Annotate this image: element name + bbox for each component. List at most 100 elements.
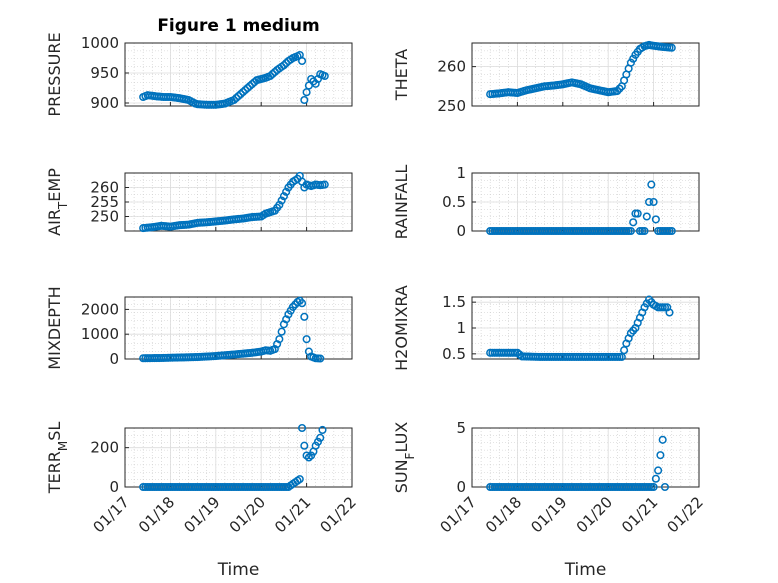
y-tick-label: 1 xyxy=(456,319,466,337)
y-axis-label-tail: EMP xyxy=(45,168,64,202)
x-axis-label-2: Time xyxy=(564,560,607,580)
x-tick-label: 01/18 xyxy=(482,493,525,536)
data-point xyxy=(654,466,663,475)
data-point xyxy=(298,56,307,66)
data-point xyxy=(277,196,286,205)
x-tick-label: 01/22 xyxy=(317,493,360,536)
data-point xyxy=(300,441,309,450)
y-axis-label-subscript: M xyxy=(56,441,70,451)
axes-border xyxy=(471,42,700,107)
y-axis-label: AIRTEMP xyxy=(45,168,70,236)
x-tick-label: 01/17 xyxy=(437,493,480,536)
data-point xyxy=(642,212,651,221)
subplot-1: 900 950 1000 PRESSURE Figure 1 medium xyxy=(45,16,353,117)
data-point xyxy=(647,180,656,189)
data-point xyxy=(658,435,667,444)
data-point xyxy=(651,474,660,483)
y-axis-label: RAINFALL xyxy=(392,165,411,240)
data-point xyxy=(633,209,642,218)
x-tick-label: 01/17 xyxy=(90,493,133,536)
axes-border xyxy=(124,296,353,360)
data-point xyxy=(243,83,252,93)
subplot-4: 0 0.5 1 RAINFALL xyxy=(392,164,700,240)
data-point xyxy=(229,95,239,105)
y-tick-label: 1.5 xyxy=(442,293,466,311)
y-tick-label: 0.5 xyxy=(442,193,466,211)
data-point xyxy=(236,89,245,99)
data-point xyxy=(300,312,309,321)
y-axis-label-main: SUN xyxy=(392,459,411,493)
y-tick-label: 260 xyxy=(437,58,466,76)
data-point xyxy=(645,197,654,207)
y-axis-label: SUNFLUX xyxy=(392,422,417,494)
y-axis-label-main: H2OMIXRA xyxy=(392,285,411,371)
data-point xyxy=(266,71,275,81)
data-point xyxy=(232,93,241,103)
data-point xyxy=(316,354,325,363)
data-point xyxy=(277,327,286,336)
y-tick-label: 2000 xyxy=(81,300,119,318)
data-point xyxy=(656,451,665,460)
data-point xyxy=(241,85,250,95)
data-point xyxy=(238,87,248,97)
y-tick-label: 1 xyxy=(456,164,466,182)
x-tick-label: 01/20 xyxy=(226,493,269,536)
data-point xyxy=(620,346,629,355)
data-point xyxy=(300,95,309,105)
chart-title: Figure 1 medium xyxy=(157,16,319,36)
subplot-5: 0 1000 2000 MIXDEPTH xyxy=(45,286,353,370)
data-point xyxy=(248,80,257,89)
data-point xyxy=(245,82,254,91)
y-tick-label: 255 xyxy=(90,193,119,211)
y-axis-label: THETA xyxy=(392,49,411,101)
data-point xyxy=(311,441,320,450)
data-point xyxy=(302,335,311,344)
data-point xyxy=(629,218,638,227)
data-point xyxy=(665,308,674,317)
data-point xyxy=(667,43,676,52)
y-axis-label-main: AIR xyxy=(45,209,64,236)
y-axis-label-tail: SL xyxy=(45,422,64,441)
y-axis-label-tail: LUX xyxy=(392,422,411,453)
data-point xyxy=(649,482,658,492)
y-axis-label: TERRMSL xyxy=(45,422,70,495)
x-tick-label: 01/18 xyxy=(135,493,178,536)
data-point xyxy=(640,226,649,236)
y-axis-label: H2OMIXRA xyxy=(392,285,411,371)
y-tick-label: 5 xyxy=(456,419,466,437)
x-axis-label-1: Time xyxy=(217,560,260,580)
y-axis-label: PRESSURE xyxy=(45,32,64,116)
y-tick-label: 250 xyxy=(90,208,119,226)
data-point xyxy=(626,58,635,67)
data-point xyxy=(304,453,313,462)
data-point xyxy=(302,451,311,460)
y-axis-label-main: THETA xyxy=(392,49,411,101)
data-point xyxy=(279,61,288,70)
y-tick-label: 900 xyxy=(90,94,119,112)
y-tick-label: 1000 xyxy=(81,34,119,52)
data-point xyxy=(307,451,316,460)
data-point xyxy=(295,475,304,484)
y-tick-label: 950 xyxy=(90,64,119,82)
y-axis-label-main: RAINFALL xyxy=(392,165,411,240)
data-point xyxy=(282,187,291,196)
data-point xyxy=(320,180,329,189)
y-axis-label-main: MIXDEPTH xyxy=(45,286,64,369)
y-tick-label: 0 xyxy=(456,478,466,496)
axes-border xyxy=(471,427,700,488)
y-axis-label-main: TERR xyxy=(45,451,64,494)
subplot-6: 0.5 1 1.5 H2OMIXRA xyxy=(392,285,700,371)
axes-border xyxy=(124,42,353,107)
subplot-2: 250 260 THETA xyxy=(392,40,700,115)
x-tick-label: 01/21 xyxy=(271,493,314,536)
subplot-8: 0 5 01/17 01/18 01/19 01/20 01/21 01/22 SUNFLUX xyxy=(392,419,707,536)
data-point xyxy=(667,226,676,236)
x-tick-label: 01/20 xyxy=(573,493,616,536)
data-point xyxy=(615,84,624,93)
y-tick-label: 260 xyxy=(90,179,119,197)
y-axis-label-subscript: T xyxy=(56,201,70,210)
y-tick-label: 250 xyxy=(437,97,466,115)
x-tick-label: 01/19 xyxy=(180,493,223,536)
